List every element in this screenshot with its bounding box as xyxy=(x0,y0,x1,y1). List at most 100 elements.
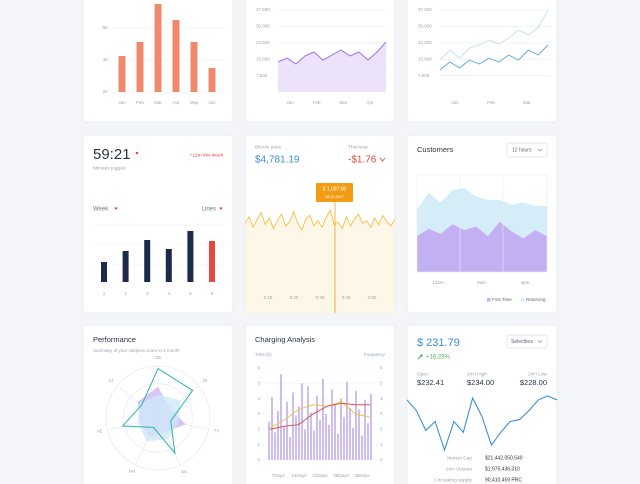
y-tick-label: 2K xyxy=(102,89,108,94)
x-tick-label: 8am xyxy=(477,280,486,285)
x-tick-label: 14Days xyxy=(291,473,307,478)
radar-label: LT xyxy=(109,378,114,383)
bar xyxy=(280,374,282,460)
caret xyxy=(219,207,223,210)
bar xyxy=(337,433,339,460)
x-tick-label: Jan xyxy=(118,100,126,105)
card-title: Performance xyxy=(93,335,136,344)
price: $4,781.19 xyxy=(255,155,300,166)
dropdown-label[interactable]: Selectbox xyxy=(511,339,533,345)
tooltip-value: $ 1,097.00 xyxy=(323,186,347,192)
dropdown-label[interactable]: 12 hours xyxy=(512,147,532,153)
y-tick-label: 15,000 xyxy=(256,56,270,61)
y-tick-label: 6K xyxy=(102,25,108,30)
card xyxy=(406,324,558,484)
x-tick-label: Jan xyxy=(286,100,294,105)
y-tick-label: 5 xyxy=(257,381,260,386)
bar xyxy=(289,437,291,460)
x-tick-label: 7Days xyxy=(272,473,286,478)
y-tick-label: 2 xyxy=(257,427,260,432)
line xyxy=(406,395,558,452)
y-tick-label: 6 xyxy=(257,365,260,370)
x-tick-label: 28Days xyxy=(333,473,349,478)
x-tick-label: Jan xyxy=(451,100,459,105)
legend-label: Returning xyxy=(526,297,546,302)
time: 59:21 xyxy=(93,146,131,163)
y-tick-label: 6 xyxy=(380,365,383,370)
price: $ 231.79 xyxy=(417,337,460,349)
x-tick-label: Jun xyxy=(208,100,216,105)
legend-swatch xyxy=(487,298,491,302)
radar-label: SS xyxy=(181,469,187,474)
bar xyxy=(144,240,151,282)
y-tick-label: 3 xyxy=(257,411,260,416)
dropdown[interactable] xyxy=(506,334,548,349)
bar xyxy=(136,42,144,92)
bar xyxy=(367,423,369,460)
up-arrow xyxy=(417,354,423,360)
chevron xyxy=(537,148,543,152)
area xyxy=(417,188,547,239)
y-tick-label: 0 xyxy=(257,457,260,462)
bar xyxy=(283,426,285,460)
bar xyxy=(358,409,360,460)
bar xyxy=(118,56,126,92)
radar-label: PH xyxy=(129,469,135,474)
y-tick-label: 22,500 xyxy=(418,40,432,45)
bar xyxy=(295,415,297,460)
detail-value: $1,975,436,310 xyxy=(485,466,520,472)
bar xyxy=(343,417,345,460)
bar xyxy=(322,378,324,460)
x-tick-label: Apr xyxy=(172,100,180,105)
y-tick-label: 0 xyxy=(380,457,383,462)
x-tick-label: 0:15 xyxy=(264,295,273,300)
x-tick-label: 4 xyxy=(168,291,171,296)
card-title: Customers xyxy=(417,145,454,154)
dropdown[interactable] xyxy=(506,142,548,158)
stat-label: Open xyxy=(417,371,429,377)
bar xyxy=(208,68,216,92)
stat-label: 24H Low xyxy=(528,371,547,377)
bar xyxy=(334,403,336,460)
y-tick-label: 1 xyxy=(257,442,260,447)
line xyxy=(269,402,370,430)
x-tick-label: 3 xyxy=(146,291,149,296)
card xyxy=(82,134,234,314)
x-tick-label: 0:50 xyxy=(368,295,377,300)
bar xyxy=(316,395,318,460)
area xyxy=(245,210,395,313)
price-label: Bitcoin price xyxy=(255,144,281,150)
bar xyxy=(340,398,342,460)
radar-shape xyxy=(137,394,181,442)
y-tick-label: 4K xyxy=(102,57,108,62)
bar xyxy=(154,4,162,92)
bar xyxy=(328,424,330,460)
y-tick-label: 4 xyxy=(257,396,260,401)
x-tick-label: 21Days xyxy=(312,473,328,478)
period-select[interactable]: Week xyxy=(93,207,109,213)
x-tick-label: Feb xyxy=(136,100,144,105)
y-tick-label: 15,000 xyxy=(418,56,432,61)
legend-swatch xyxy=(521,298,525,302)
bar xyxy=(209,241,215,282)
y-tick-label: 2 xyxy=(380,427,383,432)
x-tick-label: 12am xyxy=(432,280,444,285)
radar-label: AE xyxy=(96,429,102,434)
line xyxy=(439,9,549,61)
y-tick-label: 5 xyxy=(380,381,383,386)
line xyxy=(439,44,549,71)
detail-label: Market Cap xyxy=(447,455,472,461)
plot-frame xyxy=(416,174,548,273)
detail-label: 24H Volume xyxy=(446,466,472,472)
x-tick-label: Feb xyxy=(313,100,321,105)
bar xyxy=(292,392,294,460)
bar xyxy=(313,430,315,460)
mode-select[interactable]: Lines xyxy=(202,207,216,213)
x-tick-label: Mar xyxy=(523,100,531,105)
x-tick-label: 2 xyxy=(124,291,127,296)
x-tick-label: Mar xyxy=(154,100,162,105)
change: +16.23% xyxy=(426,355,451,361)
bar xyxy=(355,391,357,460)
x-tick-label: 0:20 xyxy=(290,295,299,300)
card-subtitle: Summary of your subjects score in 5 mont… xyxy=(93,348,180,353)
